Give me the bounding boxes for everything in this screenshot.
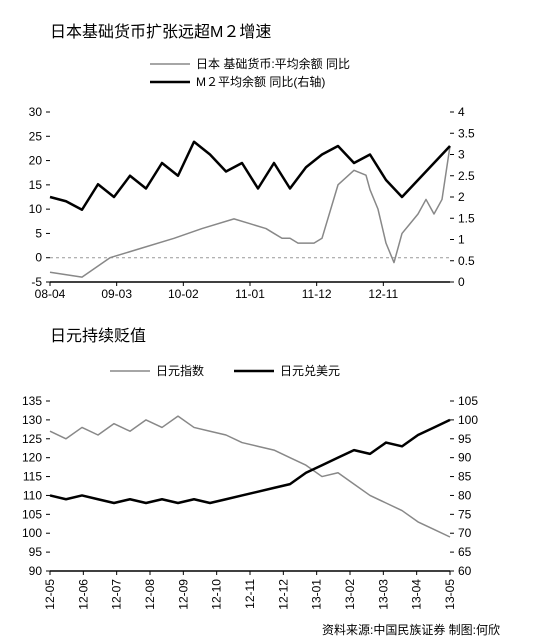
svg-text:80: 80 (458, 488, 472, 502)
svg-text:12-10: 12-10 (210, 579, 224, 610)
svg-text:3.5: 3.5 (458, 126, 475, 140)
svg-text:12-09: 12-09 (176, 579, 190, 610)
svg-text:12-11: 12-11 (243, 579, 257, 609)
svg-text:15: 15 (29, 178, 43, 192)
svg-text:100: 100 (22, 526, 42, 540)
svg-text:105: 105 (458, 394, 478, 408)
svg-text:2: 2 (458, 190, 465, 204)
svg-text:105: 105 (22, 507, 42, 521)
svg-text:5: 5 (35, 226, 42, 240)
svg-text:70: 70 (458, 526, 472, 540)
chart-2-title: 日元持续贬值 (0, 312, 540, 346)
svg-text:0: 0 (35, 251, 42, 265)
svg-text:85: 85 (458, 470, 472, 484)
svg-text:90: 90 (29, 564, 43, 578)
svg-text:13-02: 13-02 (343, 579, 357, 610)
chart-2-container: 日元持续贬值 90 95 100 105 110 115 120 125 130 135 60 65 7… (0, 312, 540, 621)
svg-text:0: 0 (458, 275, 465, 289)
svg-text:115: 115 (23, 470, 42, 484)
svg-text:09-03: 09-03 (101, 287, 132, 301)
chart-1-title: 日本基础货币扩张远超M２增速 (0, 0, 540, 42)
svg-text:12-11: 12-11 (368, 287, 398, 301)
svg-text:M２平均余额 同比(右轴): M２平均余额 同比(右轴) (196, 74, 325, 89)
svg-text:95: 95 (458, 432, 472, 446)
svg-text:90: 90 (458, 451, 472, 465)
svg-text:日元兑美元: 日元兑美元 (280, 364, 340, 378)
svg-text:1: 1 (458, 233, 465, 247)
svg-text:25: 25 (29, 129, 43, 143)
svg-text:11-12: 11-12 (302, 287, 332, 301)
svg-text:3: 3 (458, 148, 465, 162)
svg-text:13-05: 13-05 (443, 579, 457, 610)
svg-text:30: 30 (29, 105, 43, 119)
svg-text:10-02: 10-02 (168, 287, 199, 301)
svg-text:08-04: 08-04 (35, 287, 66, 301)
svg-text:日本 基础货币:平均余额 同比: 日本 基础货币:平均余额 同比 (196, 56, 350, 71)
svg-text:65: 65 (458, 545, 472, 559)
svg-text:12-07: 12-07 (110, 579, 124, 610)
source-text: 资料来源:中国民族证券 制图:何欣 (0, 621, 540, 638)
svg-text:60: 60 (458, 564, 472, 578)
svg-text:20: 20 (29, 154, 43, 168)
svg-text:100: 100 (458, 413, 478, 427)
svg-text:2.5: 2.5 (458, 169, 475, 183)
svg-text:75: 75 (458, 507, 472, 521)
svg-text:135: 135 (22, 394, 42, 408)
svg-text:13-03: 13-03 (376, 579, 390, 610)
svg-text:120: 120 (22, 451, 42, 465)
svg-text:130: 130 (22, 413, 42, 427)
svg-text:125: 125 (22, 432, 42, 446)
svg-text:13-04: 13-04 (410, 579, 424, 610)
svg-text:0.5: 0.5 (458, 254, 475, 268)
svg-text:95: 95 (29, 545, 43, 559)
svg-text:12-08: 12-08 (143, 579, 157, 610)
svg-text:12-05: 12-05 (43, 579, 57, 610)
svg-text:日元指数: 日元指数 (156, 363, 204, 378)
chart-1-container: 日本基础货币扩张远超M２增速 -505101520253000.511.522.… (0, 0, 540, 312)
svg-text:12-12: 12-12 (276, 579, 290, 610)
svg-text:12-06: 12-06 (76, 579, 90, 610)
svg-text:110: 110 (23, 488, 42, 502)
chart-2-svg: 90 95 100 105 110 115 120 125 130 135 60 65 70 75 80 85… (0, 346, 520, 621)
chart-1-svg: -505101520253000.511.522.533.5408-0409-0… (0, 42, 520, 312)
svg-text:4: 4 (458, 105, 465, 119)
svg-text:1.5: 1.5 (458, 211, 475, 225)
svg-text:10: 10 (29, 202, 43, 216)
svg-text:13-01: 13-01 (310, 579, 324, 610)
svg-text:11-01: 11-01 (235, 287, 265, 301)
